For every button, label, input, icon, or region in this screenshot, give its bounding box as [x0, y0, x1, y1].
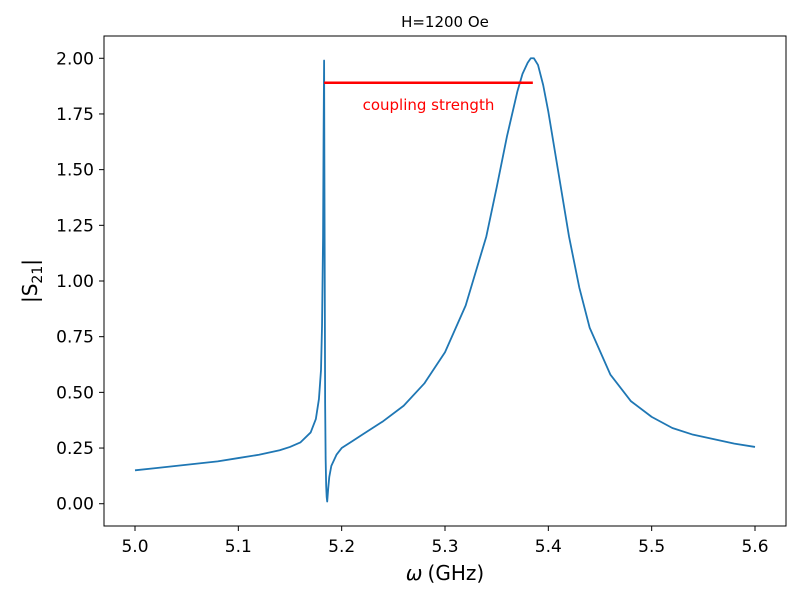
y-tick-label: 0.25 [56, 439, 94, 459]
x-tick-label: 5.3 [431, 537, 458, 557]
y-tick-label: 0.00 [56, 495, 94, 515]
y-axis-ticks: 0.00 0.25 0.50 0.75 1.00 1.25 1.50 1.75 2.00 [56, 49, 104, 515]
x-tick-label: 5.4 [535, 537, 562, 557]
plot-frame [103, 35, 787, 527]
x-axis-label: ω (GHz) [406, 561, 484, 585]
x-axis-ticks: 5.0 5.1 5.2 5.3 5.4 5.5 5.6 [121, 526, 769, 557]
y-tick-label: 0.50 [56, 383, 94, 403]
y-tick-label: 1.00 [56, 272, 94, 292]
y-tick-label: 1.25 [56, 216, 94, 236]
chart-title: H=1200 Oe [401, 13, 489, 31]
y-tick-label: 0.75 [56, 328, 94, 348]
y-tick-label: 2.00 [56, 49, 94, 69]
coupling-strength-label: coupling strength [363, 96, 495, 114]
y-tick-label: 1.50 [56, 161, 94, 181]
x-tick-label: 5.0 [121, 537, 148, 557]
y-tick-label: 1.75 [56, 105, 94, 125]
x-tick-label: 5.6 [741, 537, 768, 557]
x-tick-label: 5.5 [638, 537, 665, 557]
s21-curve [134, 57, 756, 503]
y-axis-label: |S21| [18, 259, 46, 303]
x-tick-label: 5.1 [225, 537, 252, 557]
x-tick-label: 5.2 [328, 537, 355, 557]
